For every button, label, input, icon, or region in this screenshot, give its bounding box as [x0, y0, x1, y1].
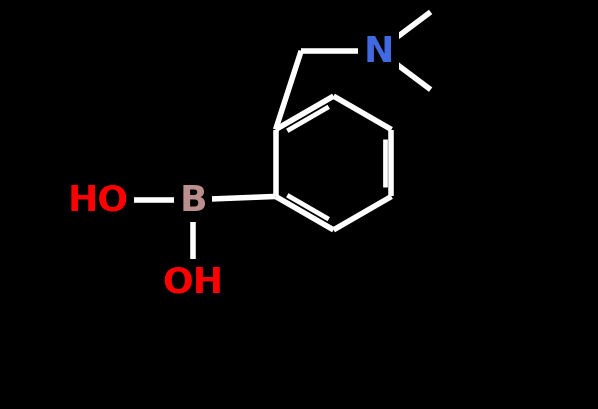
Text: HO: HO [68, 183, 129, 217]
Text: N: N [364, 35, 394, 69]
Text: B: B [179, 183, 207, 217]
Text: OH: OH [163, 265, 224, 299]
